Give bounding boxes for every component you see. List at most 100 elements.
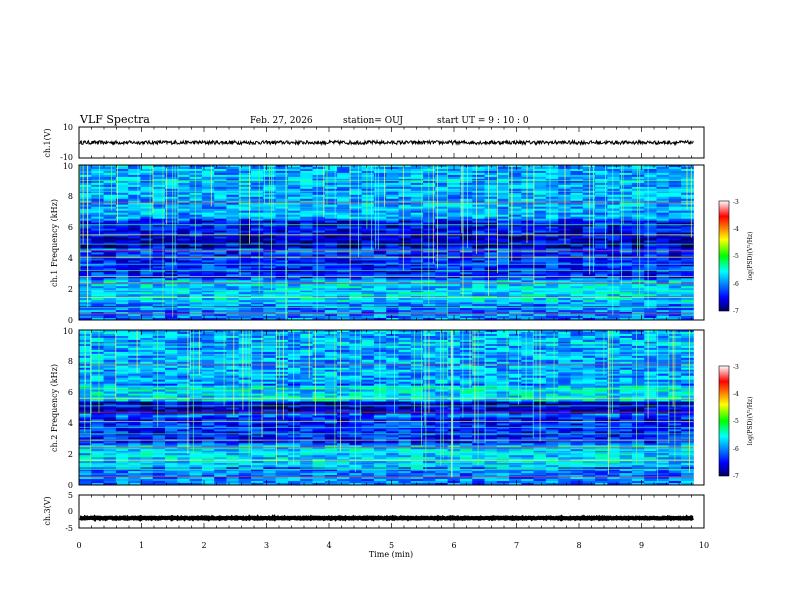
- spectrogram-cell: [226, 304, 240, 307]
- spectrogram-cell: [545, 363, 559, 367]
- spectrogram-cell: [435, 190, 448, 194]
- spectrogram-cell: [398, 198, 412, 202]
- spectrogram-cell: [189, 222, 203, 225]
- spectrogram-cell: [509, 202, 522, 206]
- spectrogram-cell: [238, 180, 252, 184]
- spectrogram-cell: [558, 230, 571, 233]
- spectrogram-cell: [668, 196, 682, 200]
- spectrogram-cell: [472, 216, 485, 219]
- spectrogram-cell: [410, 288, 424, 291]
- spectrogram-cell: [226, 204, 240, 207]
- spectrogram-cell: [595, 308, 608, 311]
- spectrogram-cell: [337, 288, 350, 291]
- spectrogram-cell: [656, 351, 670, 355]
- spectrogram-cell: [681, 250, 694, 253]
- spectrogram-cell: [386, 367, 399, 371]
- spectrogram-cell: [324, 292, 338, 295]
- spectrogram-cell: [128, 355, 141, 359]
- spectrogram-cell: [165, 314, 178, 317]
- spectrogram-cell: [619, 186, 633, 190]
- spectrogram-cell: [619, 276, 633, 279]
- spectrogram-cell: [582, 206, 596, 209]
- spectrogram-cell: [496, 334, 510, 337]
- spectrogram-cell: [386, 210, 399, 213]
- spectrogram-cell: [472, 184, 485, 188]
- spectrogram-cell: [410, 274, 424, 277]
- spectrogram-cell: [423, 244, 436, 247]
- spectrogram-cell: [115, 198, 129, 202]
- spectrogram-cell: [361, 244, 375, 247]
- spectrogram-cell: [337, 286, 350, 289]
- spectrogram-cell: [349, 314, 362, 317]
- spectrogram-cell: [349, 234, 362, 237]
- spectrogram-cell: [103, 246, 117, 249]
- spectrogram-cell: [165, 312, 178, 315]
- spectrogram-cell: [349, 248, 362, 251]
- spectrogram-cell: [300, 240, 313, 243]
- spectrogram-cell: [410, 330, 424, 333]
- spectrogram-cell: [79, 174, 92, 178]
- spectrogram-cell: [349, 238, 362, 241]
- spectrogram-cell: [447, 186, 461, 190]
- spectrogram-cell: [668, 198, 682, 202]
- spectrogram-cell: [459, 194, 473, 198]
- spectrogram-cell: [324, 270, 338, 273]
- spectrogram-cell: [423, 361, 436, 365]
- spectrogram-cell: [644, 349, 657, 353]
- spectrogram-cell: [386, 165, 399, 168]
- spectrogram-cell: [423, 242, 436, 245]
- spectrogram-cell: [410, 347, 424, 351]
- spectrogram-cell: [226, 274, 240, 277]
- spectrogram-cell: [115, 365, 129, 369]
- spectrogram-cell: [521, 232, 534, 235]
- spectrogram-cell: [570, 284, 584, 287]
- spectrogram-cell: [545, 318, 559, 321]
- spectrogram-cell: [152, 198, 166, 202]
- spectrogram-cell: [214, 292, 227, 295]
- spectrogram-cell: [668, 190, 682, 194]
- spectrogram-cell: [300, 264, 313, 267]
- spectrogram-cell: [115, 357, 129, 361]
- spectrogram-cell: [226, 246, 240, 249]
- spectrogram-cell: [423, 248, 436, 251]
- spectrogram-cell: [533, 260, 547, 263]
- spectrogram-cell: [496, 339, 510, 343]
- spectrogram-cell: [410, 264, 424, 267]
- spectrogram-cell: [644, 190, 657, 194]
- spectrogram-cell: [681, 244, 694, 247]
- spectrogram-cell: [472, 210, 485, 213]
- spectrogram-cell: [545, 336, 559, 339]
- spectrogram-cell: [103, 232, 117, 235]
- spectrogram-cell: [558, 361, 571, 365]
- spectrogram-cell: [631, 169, 645, 172]
- spectrogram-cell: [619, 357, 633, 361]
- spectrogram-cell: [656, 347, 670, 351]
- spectrogram-cell: [607, 264, 621, 267]
- spectrogram-cell: [238, 188, 252, 192]
- spectrogram-cell: [152, 188, 166, 192]
- spectrogram-cell: [177, 192, 190, 196]
- spectrogram-cell: [140, 198, 154, 202]
- spectrogram-cell: [165, 216, 178, 219]
- spectrogram-cell: [607, 298, 621, 301]
- spectrogram-cell: [484, 274, 498, 277]
- spectrogram-cell: [103, 198, 117, 202]
- spectrogram-cell: [128, 365, 141, 369]
- spectrogram-cell: [361, 266, 375, 269]
- spectrogram-cell: [410, 212, 424, 215]
- spectrogram-cell: [177, 264, 190, 267]
- spectrogram-cell: [251, 298, 264, 301]
- spectrogram-cell: [177, 310, 190, 313]
- spectrogram-cell: [214, 336, 227, 339]
- spectrogram-cell: [349, 276, 362, 279]
- spectrogram-cell: [656, 308, 670, 311]
- spectrogram-cell: [595, 330, 608, 333]
- spectrogram-cell: [201, 202, 215, 206]
- spectrogram-cell: [595, 240, 608, 243]
- spectrogram-cell: [300, 234, 313, 237]
- spectrogram-cell: [349, 294, 362, 297]
- spectrogram-cell: [521, 220, 534, 223]
- spectrogram-cell: [644, 228, 657, 231]
- spectrogram-cell: [361, 314, 375, 317]
- spectrogram-cell: [201, 330, 215, 333]
